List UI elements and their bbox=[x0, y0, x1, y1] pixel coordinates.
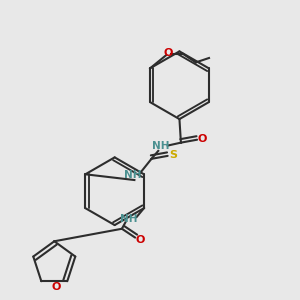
Text: NH: NH bbox=[120, 214, 137, 224]
Text: O: O bbox=[135, 235, 145, 245]
Text: NH: NH bbox=[124, 170, 141, 180]
Text: S: S bbox=[169, 150, 177, 160]
Text: O: O bbox=[164, 48, 173, 58]
Text: O: O bbox=[198, 134, 207, 144]
Text: O: O bbox=[51, 281, 61, 292]
Text: NH: NH bbox=[152, 141, 170, 151]
